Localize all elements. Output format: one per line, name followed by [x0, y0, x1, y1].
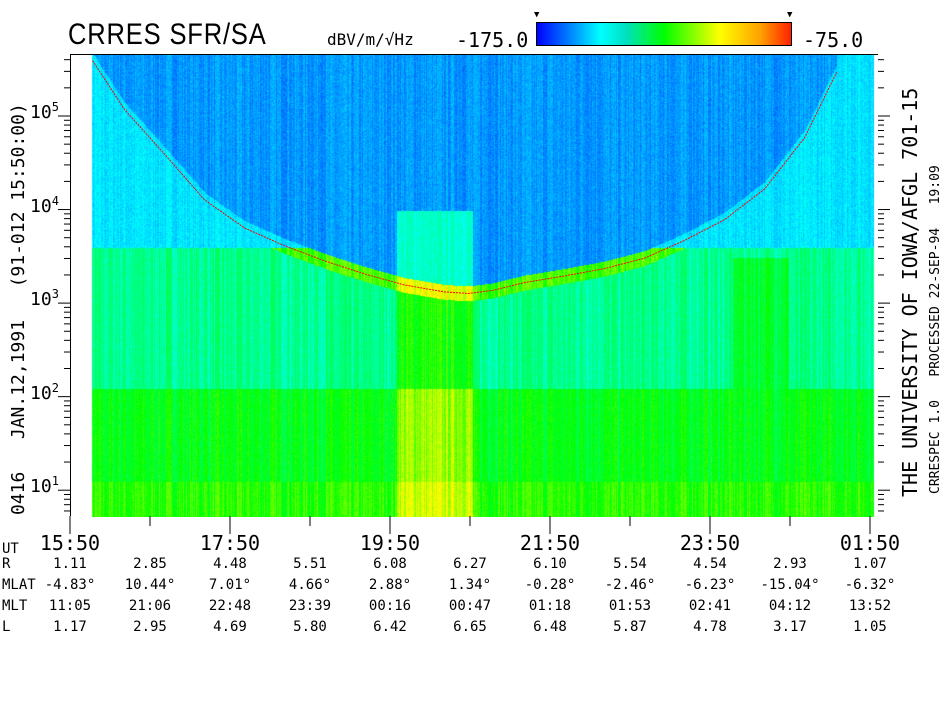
- colorbar-min: -175.0: [456, 28, 529, 52]
- x-tick-label: 21:50: [519, 531, 581, 555]
- x-tick-label: 15:50: [39, 531, 101, 555]
- ephemeris-r-value: 5.51: [293, 556, 327, 572]
- x-tick-label: 23:50: [679, 531, 741, 555]
- ephemeris-mlat-value: -4.83°: [44, 577, 96, 593]
- ephemeris-row-label: UT: [2, 541, 19, 557]
- spectrogram-plot: [70, 54, 879, 517]
- ephemeris-r-value: 1.07: [853, 556, 887, 572]
- colorbar-max-marker-icon: ▼: [787, 10, 793, 20]
- ephemeris-l-value: 4.78: [693, 619, 727, 635]
- ephemeris-mlt-value: 02:41: [688, 598, 732, 614]
- colorbar-units: dBV/m/√Hz: [327, 30, 414, 49]
- ephemeris-mlat-value: 10.44°: [124, 577, 176, 593]
- ephemeris-r-value: 4.54: [693, 556, 727, 572]
- y-tick-exponent: 5: [51, 100, 59, 114]
- ephemeris-mlat-value: 1.34°: [448, 577, 492, 593]
- x-tick-label: 19:50: [359, 531, 421, 555]
- colorbar: [536, 22, 792, 46]
- ephemeris-mlt-value: 01:53: [608, 598, 652, 614]
- ephemeris-r-value: 5.54: [613, 556, 647, 572]
- ephemeris-l-value: 5.87: [613, 619, 647, 635]
- ephemeris-mlat-value: -0.28°: [524, 577, 576, 593]
- ephemeris-l-value: 6.42: [373, 619, 407, 635]
- ephemeris-r-value: 6.08: [373, 556, 407, 572]
- ephemeris-l-value: 2.95: [133, 619, 167, 635]
- ephemeris-mlat-value: -6.23°: [684, 577, 736, 593]
- ephemeris-r-value: 1.11: [53, 556, 87, 572]
- ephemeris-row-label: MLAT: [2, 577, 36, 593]
- ephemeris-l-value: 3.17: [773, 619, 807, 635]
- ephemeris-mlt-value: 13:52: [848, 598, 892, 614]
- ephemeris-l-value: 1.17: [53, 619, 87, 635]
- ephemeris-row-label: MLT: [2, 598, 28, 614]
- y-tick-base: 10: [30, 476, 52, 498]
- ephemeris-r-value: 6.10: [533, 556, 567, 572]
- ephemeris-mlat-value: -6.32°: [844, 577, 896, 593]
- ephemeris-row-label: R: [2, 556, 11, 572]
- x-tick-label: 01:50: [839, 531, 901, 555]
- ephemeris-mlt-value: 11:05: [48, 598, 92, 614]
- ephemeris-l-value: 6.65: [453, 619, 487, 635]
- ephemeris-mlt-value: 00:16: [368, 598, 412, 614]
- ephemeris-mlt-value: 23:39: [288, 598, 332, 614]
- ephemeris-mlat-value: 2.88°: [368, 577, 412, 593]
- y-tick-label: 101: [30, 474, 59, 497]
- colorbar-min-marker-icon: ▼: [534, 10, 540, 20]
- ephemeris-mlat-value: -15.04°: [760, 577, 820, 593]
- ephemeris-r-value: 2.93: [773, 556, 807, 572]
- colorbar-max: -75.0: [803, 28, 864, 52]
- ephemeris-mlt-value: 22:48: [208, 598, 252, 614]
- y-tick-label: 103: [30, 287, 59, 310]
- plot-overlay: [92, 60, 838, 294]
- y-tick-base: 10: [30, 195, 52, 217]
- ephemeris-mlt-value: 04:12: [768, 598, 812, 614]
- y-tick-label: 104: [30, 194, 59, 217]
- y-tick-exponent: 1: [51, 474, 59, 489]
- ephemeris-l-value: 1.05: [853, 619, 887, 635]
- ephemeris-row-label: L: [2, 619, 11, 635]
- chart-title: CRRES SFR/SA: [68, 18, 267, 51]
- x-tick-label: 17:50: [199, 531, 261, 555]
- ephemeris-mlt-value: 21:06: [128, 598, 172, 614]
- gyrofrequency-curve: [92, 60, 838, 294]
- ephemeris-l-value: 5.80: [293, 619, 327, 635]
- y-tick-label: 105: [30, 100, 59, 123]
- ephemeris-mlat-value: 7.01°: [208, 577, 252, 593]
- ephemeris-l-value: 6.48: [533, 619, 567, 635]
- ephemeris-r-value: 2.85: [133, 556, 167, 572]
- y-tick-label: 102: [30, 381, 59, 404]
- ephemeris-l-value: 4.69: [213, 619, 247, 635]
- ephemeris-mlat-value: -2.46°: [604, 577, 656, 593]
- y-tick-exponent: 3: [51, 287, 59, 302]
- y-tick-exponent: 4: [51, 193, 59, 208]
- ephemeris-mlt-value: 00:47: [448, 598, 492, 614]
- y-tick-base: 10: [30, 289, 52, 311]
- ephemeris-r-value: 6.27: [453, 556, 487, 572]
- ephemeris-r-value: 4.48: [213, 556, 247, 572]
- ephemeris-mlat-value: 4.66°: [288, 577, 332, 593]
- spectrogram-image: [71, 55, 879, 517]
- y-tick-exponent: 2: [51, 380, 59, 395]
- y-tick-base: 10: [30, 102, 52, 123]
- y-tick-base: 10: [30, 382, 52, 404]
- ephemeris-mlt-value: 01:18: [528, 598, 572, 614]
